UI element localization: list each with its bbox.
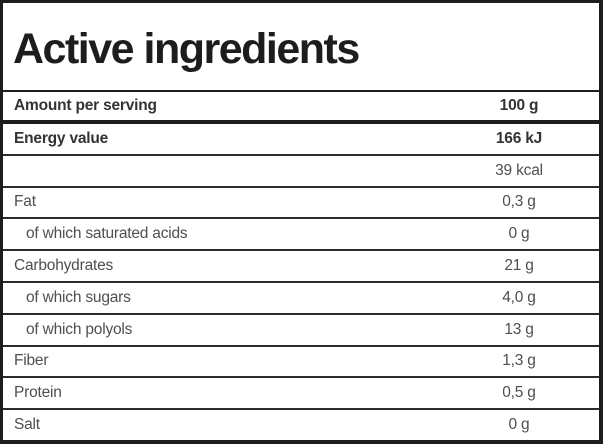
row-value: 4,0 g xyxy=(502,288,536,306)
row-value: 13 g xyxy=(504,320,534,338)
row-value: 0 g xyxy=(508,225,530,243)
table-row-protein: Protein 0,5 g xyxy=(3,378,599,411)
table-row-energy-kcal: 39 kcal xyxy=(3,156,599,188)
row-label: Energy value xyxy=(14,129,109,147)
table-title: Active ingredients xyxy=(13,25,360,73)
row-label: Carbohydrates xyxy=(14,257,114,275)
serving-header-row: Amount per serving 100 g xyxy=(3,92,599,124)
row-label: of which sugars xyxy=(26,288,131,306)
table-row-salt: Salt 0 g xyxy=(3,410,599,440)
table-row-carbohydrates: Carbohydrates 21 g xyxy=(3,251,599,283)
serving-header-value: 100 g xyxy=(499,97,539,114)
row-value: 166 kJ xyxy=(495,129,543,147)
table-row-fiber: Fiber 1,3 g xyxy=(3,347,599,379)
row-label: of which saturated acids xyxy=(26,225,188,243)
table-title-box: Active ingredients xyxy=(3,3,599,92)
table-row-fat: Fat 0,3 g xyxy=(3,188,599,220)
table-row-energy-kj: Energy value 166 kJ xyxy=(3,124,599,156)
row-label: Fiber xyxy=(14,352,49,370)
row-label: Salt xyxy=(14,416,40,434)
row-label: of which polyols xyxy=(26,320,133,338)
row-value: 39 kcal xyxy=(495,161,543,179)
row-label: Protein xyxy=(14,384,62,402)
row-label: Fat xyxy=(14,193,36,211)
table-row-sugars: of which sugars 4,0 g xyxy=(3,283,599,315)
row-value: 1,3 g xyxy=(502,352,536,370)
serving-header-label: Amount per serving xyxy=(14,97,157,114)
row-value: 0,5 g xyxy=(502,384,536,402)
row-value: 21 g xyxy=(504,257,534,275)
table-row-saturated-acids: of which saturated acids 0 g xyxy=(3,219,599,252)
table-row-polyols: of which polyols 13 g xyxy=(3,315,599,347)
row-value: 0,3 g xyxy=(502,193,536,211)
row-value: 0 g xyxy=(508,416,530,434)
